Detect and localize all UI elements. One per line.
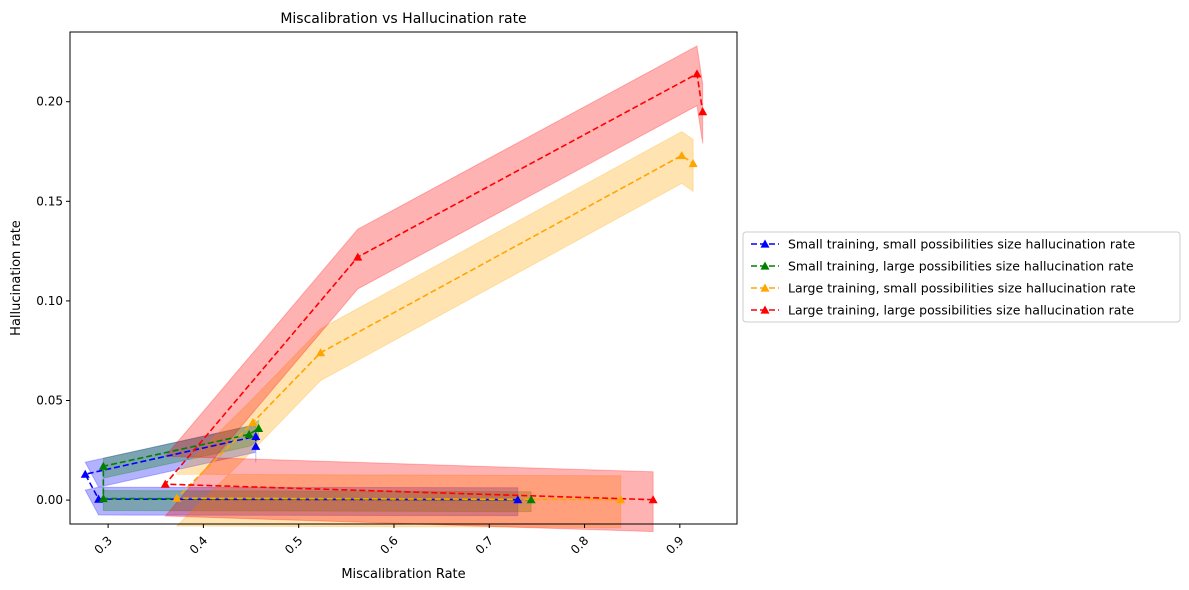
plot-frame (69, 31, 738, 525)
legend-marker (760, 239, 770, 248)
x-tick-label: 0.5 (282, 533, 305, 556)
data-point (244, 429, 254, 438)
legend-marker (760, 261, 770, 270)
data-point (692, 69, 702, 78)
data-point (698, 107, 708, 116)
chart-title: Miscalibration vs Hallucination rate (280, 11, 526, 27)
legend-marker (760, 305, 770, 314)
y-tick-label: 0.15 (36, 194, 63, 208)
series-markers (80, 69, 708, 504)
data-point (648, 495, 658, 504)
x-tick-label: 0.9 (663, 533, 686, 556)
legend-label: Large training, large possibilities size… (788, 303, 1134, 318)
data-point (172, 493, 182, 502)
x-tick-label: 0.8 (568, 533, 591, 556)
data-point (98, 461, 108, 470)
legend-label: Small training, large possibilities size… (788, 259, 1134, 274)
data-point (254, 423, 264, 432)
data-point (688, 158, 698, 168)
x-tick-label: 0.6 (377, 533, 400, 556)
x-tick-label: 0.7 (473, 533, 496, 556)
data-point (616, 495, 626, 504)
data-point (80, 469, 90, 478)
data-point (353, 252, 363, 261)
data-point (526, 495, 536, 504)
legend-box (742, 231, 1181, 323)
data-point (248, 417, 258, 427)
y-ticks: 0.00 0.05 0.10 0.15 0.20 (36, 95, 70, 507)
data-point (316, 348, 326, 357)
data-point (251, 441, 261, 450)
data-point (677, 150, 687, 160)
y-tick-label: 0.10 (36, 294, 63, 308)
data-point (98, 494, 108, 503)
y-axis-label: Hallucination rate (9, 220, 24, 336)
legend: Small training, small possibilities size… (742, 231, 1181, 323)
y-tick-label: 0.20 (36, 95, 63, 109)
y-tick-label: 0.05 (36, 394, 63, 408)
x-tick-label: 0.3 (92, 533, 115, 556)
legend-label: Large training, small possibilities size… (788, 281, 1136, 296)
y-tick-label: 0.00 (36, 493, 63, 507)
legend-marker (760, 283, 770, 292)
series-band (164, 45, 704, 533)
x-tick-label: 0.4 (187, 533, 210, 556)
legend-label: Small training, small possibilities size… (788, 237, 1136, 252)
series-band (175, 131, 694, 529)
plot-area (70, 32, 737, 524)
data-point (513, 495, 523, 504)
x-axis-label: Miscalibration Rate (341, 567, 465, 582)
data-point (160, 479, 170, 488)
